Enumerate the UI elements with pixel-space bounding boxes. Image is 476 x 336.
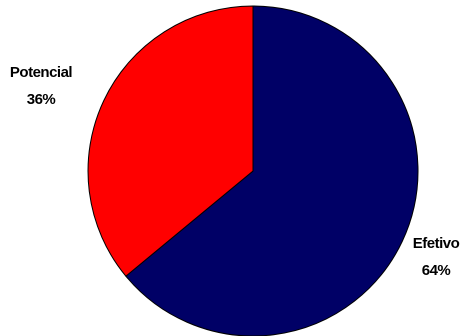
pie-slice-efetivo [125,5,419,336]
slice-value-efetivo: 64% [422,262,451,279]
slice-value-potencial: 36% [27,91,56,108]
slice-label-potencial: Potencial [10,64,73,81]
pie-slices [87,5,419,336]
pie-slice-potencial [87,5,254,277]
slice-label-efetivo: Efetivo [413,235,460,252]
pie-labels: Efetivo 64% Potencial 36% [10,64,460,279]
